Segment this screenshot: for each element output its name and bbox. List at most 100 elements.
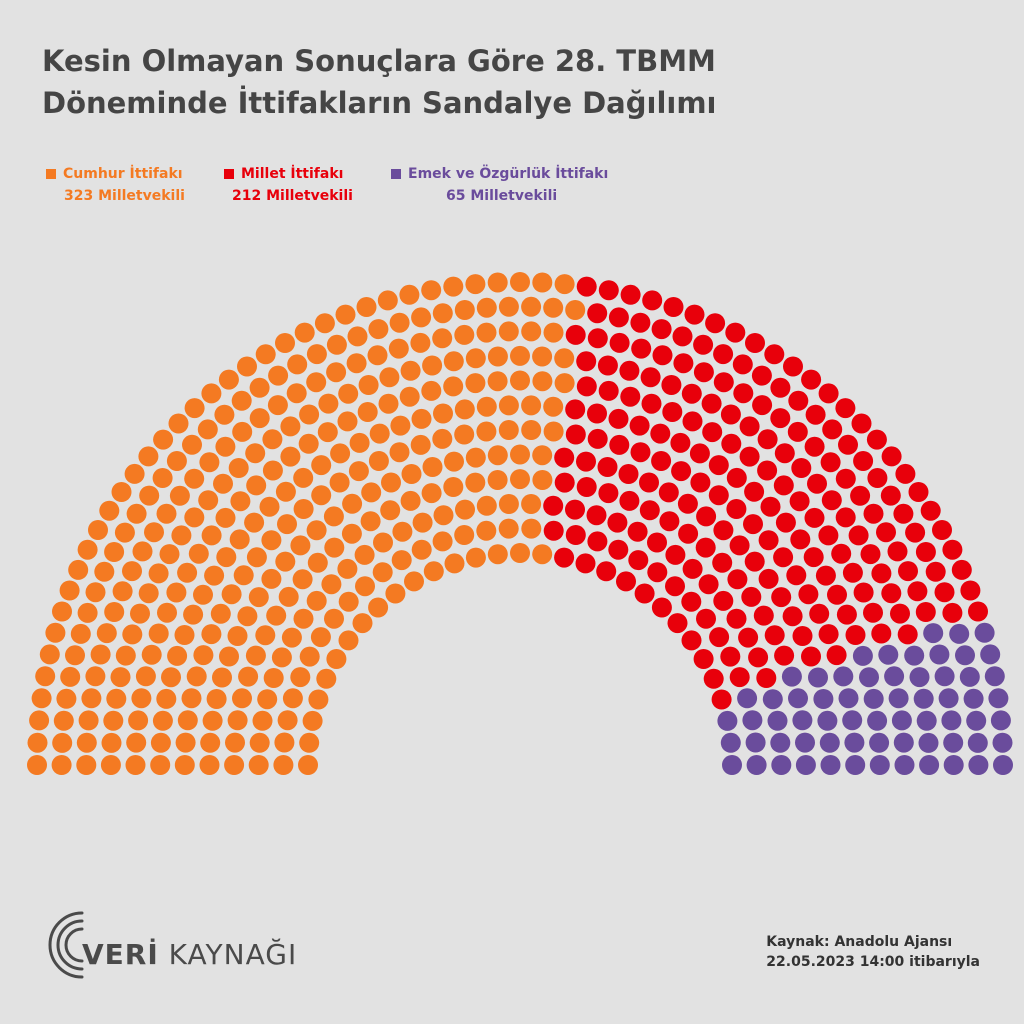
seat-millet (848, 525, 869, 546)
seat-millet (960, 580, 981, 601)
seat-emek (838, 688, 859, 709)
seat-millet (860, 544, 881, 565)
seat-emek (934, 666, 955, 687)
seat-emek (878, 644, 899, 665)
seat-cumhur (261, 530, 282, 551)
seat-millet (752, 395, 773, 416)
seat-millet (576, 376, 597, 397)
seat-millet (596, 561, 617, 582)
seat-millet (838, 434, 858, 455)
seat-cumhur (307, 552, 328, 573)
seat-cumhur (244, 512, 265, 533)
seat-millet (576, 276, 597, 297)
seat-cumhur (45, 622, 66, 643)
seat-millet (576, 477, 597, 497)
seat-millet (640, 367, 661, 388)
seat-millet (619, 490, 640, 511)
seat-cumhur (202, 710, 223, 731)
seat-cumhur (85, 666, 106, 687)
seat-cumhur (238, 666, 259, 687)
legend-item-cumhur: Cumhur İttifakı 323 Milletvekili (46, 163, 185, 207)
seat-cumhur (335, 304, 356, 325)
seat-cumhur (282, 688, 303, 709)
seat-cumhur (261, 568, 282, 589)
seat-millet (628, 550, 649, 571)
seat-cumhur (498, 494, 519, 514)
seat-cumhur (400, 490, 421, 511)
seat-millet (576, 451, 596, 472)
seat-millet (608, 408, 629, 429)
seat-cumhur (465, 274, 486, 295)
legend-swatch-emek (391, 169, 401, 179)
seat-cumhur (31, 688, 52, 709)
seat-emek (863, 688, 884, 709)
seat-millet (565, 424, 586, 445)
seat-cumhur (227, 710, 248, 731)
seat-cumhur (237, 356, 257, 377)
seat-cumhur (215, 507, 236, 528)
seat-cumhur (257, 689, 278, 710)
seat-millet (790, 529, 811, 550)
seat-cumhur (310, 627, 331, 648)
seat-cumhur (233, 565, 254, 586)
seat-cumhur (124, 463, 145, 484)
seat-cumhur (214, 404, 235, 425)
seat-cumhur (412, 512, 433, 533)
seat-cumhur (543, 421, 564, 442)
seat-emek (813, 689, 834, 709)
seat-millet (663, 297, 684, 317)
seat-cumhur (367, 345, 388, 366)
seat-cumhur (465, 472, 486, 493)
seat-cumhur (183, 604, 204, 625)
seat-millet (721, 433, 742, 454)
seat-cumhur (94, 561, 115, 582)
seat-cumhur (197, 419, 218, 440)
seat-cumhur (171, 525, 192, 546)
seat-emek (852, 645, 873, 666)
seat-cumhur (565, 300, 586, 320)
seat-millet (681, 383, 702, 404)
seat-emek (968, 755, 989, 775)
seat-millet (853, 451, 874, 471)
seat-cumhur (432, 303, 453, 324)
seat-millet (597, 355, 618, 376)
seat-millet (775, 512, 796, 533)
seat-cumhur (316, 668, 337, 689)
seat-cumhur (175, 732, 196, 753)
seat-cumhur (404, 571, 424, 592)
seat-cumhur (201, 525, 222, 546)
seat-cumhur (410, 332, 431, 353)
seat-millet (897, 624, 918, 645)
seat-cumhur (306, 372, 327, 393)
seat-emek (859, 667, 879, 688)
seat-millet (807, 473, 827, 494)
seat-millet (758, 568, 779, 589)
seat-emek (909, 667, 930, 688)
seat-cumhur (306, 344, 327, 365)
seat-emek (918, 732, 939, 753)
seat-millet (702, 422, 723, 443)
seat-cumhur (249, 377, 270, 398)
seat-millet (934, 582, 955, 603)
legend-label-cumhur: Cumhur İttifakı (63, 166, 183, 182)
seat-millet (678, 523, 699, 544)
seat-cumhur (432, 531, 453, 552)
seat-cumhur (454, 525, 475, 545)
seat-cumhur (306, 520, 327, 541)
logo-text: VERİ KAYNAĞI (82, 938, 297, 971)
seat-millet (732, 354, 753, 375)
seat-cumhur (487, 371, 508, 392)
seat-millet (798, 584, 819, 605)
logo-text-rest: KAYNAĞI (158, 938, 298, 971)
seat-millet (725, 322, 746, 343)
seat-millet (634, 583, 655, 604)
seat-millet (726, 499, 747, 519)
seat-cumhur (444, 451, 464, 472)
seat-cumhur (232, 688, 252, 709)
seat-cumhur (199, 755, 220, 775)
seat-cumhur (56, 688, 77, 709)
seat-cumhur (221, 584, 242, 605)
seat-millet (753, 605, 774, 626)
seat-millet (836, 604, 857, 625)
seat-millet (756, 668, 777, 688)
